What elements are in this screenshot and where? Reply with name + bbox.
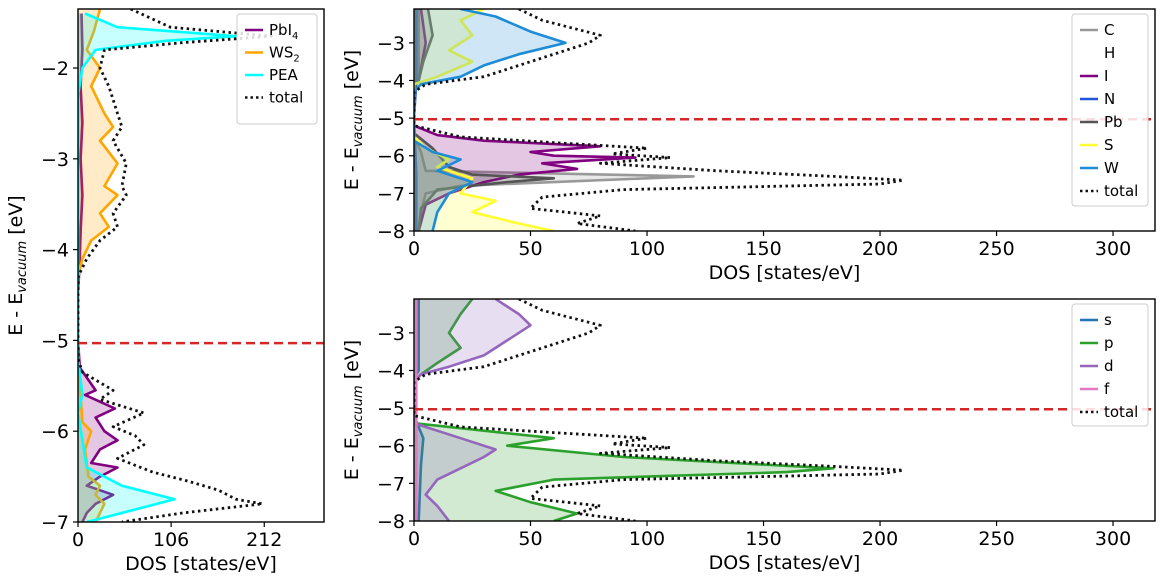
- legend-label-p: p: [1104, 334, 1114, 352]
- x-tick-label: 150: [745, 528, 781, 550]
- series-fill-w: [414, 9, 566, 231]
- y-tick-label: −5: [41, 330, 69, 352]
- y-tick-label: −8: [377, 511, 405, 533]
- panel-left-dos-by-component: 0 106 212 −7 −6 −5 −4 −3 −2 DOS [states/eV] E - Ev…: [5, 8, 325, 575]
- y-tick-label: −7: [377, 473, 405, 495]
- y-tick-label: −5: [377, 108, 405, 130]
- x-tick-label: 100: [629, 238, 665, 260]
- series-line-w: [414, 9, 567, 231]
- x-tick-label: 50: [518, 238, 542, 260]
- y-tick-label: −4: [377, 70, 405, 92]
- x-tick-label: 0: [408, 528, 420, 550]
- x-tick-label: 106: [153, 529, 189, 551]
- legend-label-f: f: [1104, 380, 1110, 398]
- legend-label-pbi4: PbI4: [269, 21, 298, 42]
- x-tick-label: 0: [72, 529, 84, 551]
- plot-area: [414, 9, 905, 231]
- legend-label-s: S: [1104, 136, 1114, 154]
- x-tick-label: 0: [408, 238, 420, 260]
- legend-label-total: total: [1104, 403, 1138, 421]
- y-axis-label: E - Evacuum [eV]: [341, 50, 366, 190]
- legend-label-pb: Pb: [1104, 113, 1123, 131]
- y-tick-label: −6: [377, 146, 405, 168]
- legend-box: [1071, 13, 1149, 207]
- y-axis-label: E - Evacuum [eV]: [341, 340, 366, 480]
- x-axis-label: DOS [states/eV]: [709, 552, 861, 574]
- legend-label-d: d: [1104, 357, 1114, 375]
- x-axis-label: DOS [states/eV]: [709, 262, 861, 284]
- x-tick-label: 150: [745, 238, 781, 260]
- panel-top-right-dos-by-element: 0 50 100 150 200 250 300 −8 −7 −6 −5 −4 −3 DOS [state…: [341, 8, 1156, 284]
- series-fill-p: [414, 299, 834, 521]
- x-tick-label: 212: [246, 529, 282, 551]
- y-tick-label: −7: [377, 183, 405, 205]
- y-tick-label: −5: [377, 398, 405, 420]
- y-tick-label: −6: [41, 421, 69, 443]
- y-tick-label: −8: [377, 221, 405, 243]
- panel-bottom-right-dos-by-orbital: 0 50 100 150 200 250 300 −8 −7 −6 −5 −4 −3 DOS [state…: [341, 298, 1156, 574]
- series-line-pb: [414, 9, 556, 231]
- legend-label-h: H: [1104, 44, 1115, 62]
- series-fill-ws2: [78, 9, 118, 522]
- legend-label-pea: PEA: [269, 66, 299, 84]
- series-line-p: [414, 299, 835, 521]
- legend-label-c: C: [1104, 21, 1114, 39]
- y-tick-label: −3: [377, 33, 405, 55]
- series-line-pbi4: [78, 13, 119, 522]
- x-tick-label: 300: [1095, 238, 1131, 260]
- legend-label-i: I: [1104, 67, 1108, 85]
- x-tick-label: 300: [1095, 528, 1131, 550]
- plot-area: [78, 9, 273, 522]
- series-fill-d: [414, 299, 531, 521]
- series-line-s: [414, 299, 425, 521]
- series-line-pea: [78, 12, 238, 522]
- series-fill-i: [414, 9, 636, 231]
- legend-label-total: total: [269, 89, 303, 107]
- y-tick-label: −3: [41, 149, 69, 171]
- y-tick-label: −7: [41, 512, 69, 534]
- y-tick-label: −2: [41, 58, 69, 80]
- x-tick-label: 200: [862, 238, 898, 260]
- y-tick-label: −4: [377, 360, 405, 382]
- y-axis-label: E - Evacuum [eV]: [5, 195, 30, 335]
- x-tick-label: 250: [978, 238, 1014, 260]
- x-tick-label: 100: [629, 528, 665, 550]
- series-line-d: [414, 299, 532, 521]
- legend-label-s: s: [1104, 311, 1112, 329]
- legend-label-n: N: [1104, 90, 1115, 108]
- legend-label-ws2: WS2: [269, 44, 300, 65]
- y-tick-label: −6: [377, 436, 405, 458]
- axes-frame: [413, 8, 1156, 232]
- x-tick-label: 250: [978, 528, 1014, 550]
- x-tick-label: 50: [518, 528, 542, 550]
- y-tick-label: −3: [377, 323, 405, 345]
- legend-box: [1071, 303, 1149, 427]
- legend-label-total: total: [1104, 182, 1138, 200]
- series-line-n: [414, 9, 418, 231]
- x-axis-label: DOS [states/eV]: [125, 553, 277, 575]
- legend-label-w: W: [1104, 159, 1119, 177]
- y-tick-label: −4: [41, 240, 69, 262]
- axes-frame: [413, 298, 1156, 522]
- series-fill-pbi4: [78, 13, 118, 522]
- axes-frame: [77, 8, 325, 523]
- x-tick-label: 200: [862, 528, 898, 550]
- series-line-ws2: [78, 9, 119, 522]
